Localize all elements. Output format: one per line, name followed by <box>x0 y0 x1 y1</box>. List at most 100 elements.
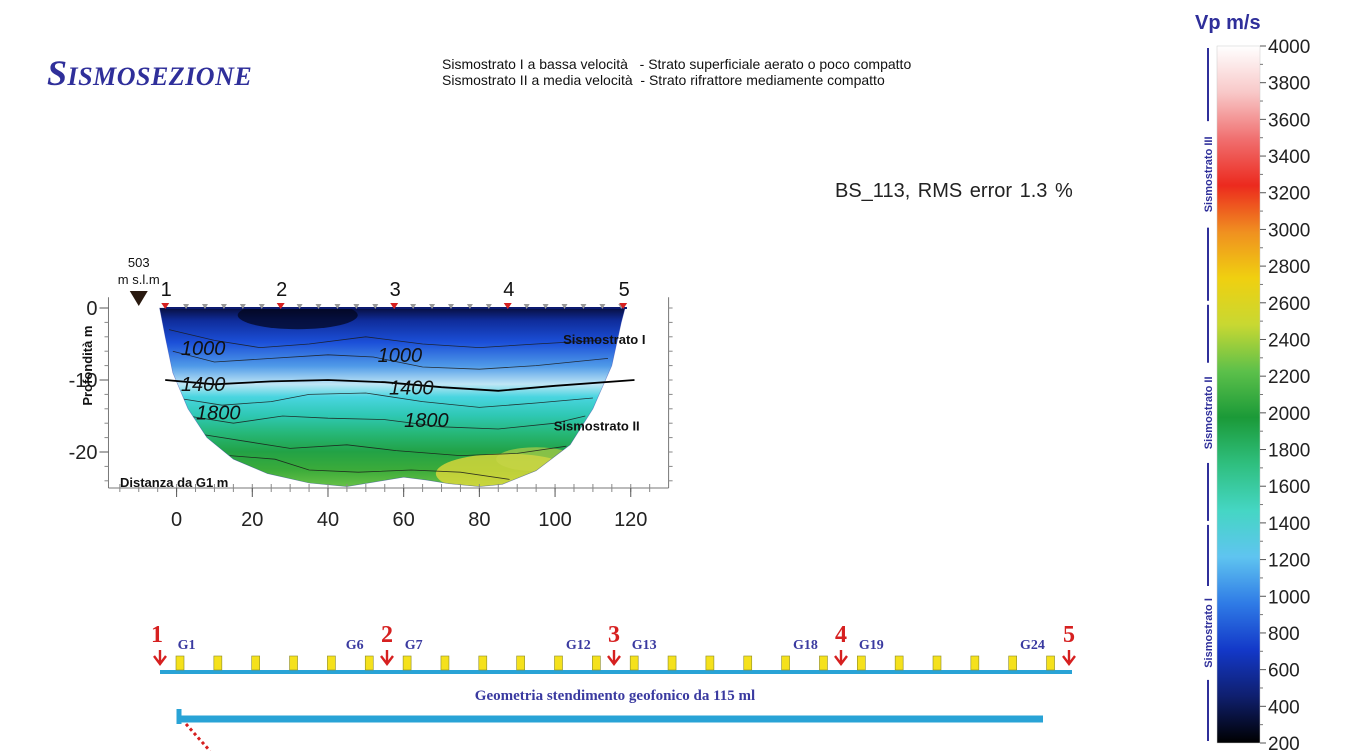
colorbar-tick-label: 3400 <box>1268 147 1310 168</box>
contour-label: 1000 <box>181 338 226 360</box>
geophone-icon <box>327 655 336 671</box>
shot-label: 1 <box>161 279 172 301</box>
geophone-icon <box>402 655 412 671</box>
velocity-section: 1000 1000 1400 1400 1800 1800 Sismostrato I Sis… <box>159 304 645 487</box>
plot-axes: 0 20 40 60 80 100 120 0 -10 -20 Profondità m Distan… <box>69 255 673 531</box>
shot-number-label: 3 <box>608 622 620 648</box>
colorbar-tick-label: 1200 <box>1268 551 1310 572</box>
elevation-unit: m s.l.m <box>118 272 160 287</box>
y-tick-label: -20 <box>69 442 98 464</box>
contour-label: 1400 <box>389 377 434 399</box>
colorbar-tick-label: 4000 <box>1268 37 1310 58</box>
contour-label: 1400 <box>181 374 226 396</box>
geophone-icon <box>781 655 790 671</box>
colorbar-tick-label: 400 <box>1268 697 1300 718</box>
contour-line-4 <box>187 415 586 430</box>
colorbar-tick-label: 2600 <box>1268 294 1310 315</box>
shot-label: 4 <box>503 279 514 301</box>
shot-number-label: 2 <box>381 622 393 648</box>
shot-arrow-icon <box>834 650 848 666</box>
geophone-marker <box>315 304 322 309</box>
geophone-marker <box>580 304 587 309</box>
geophone-label: G12 <box>566 638 591 653</box>
geophone-icon <box>516 655 525 671</box>
page-title: SISMOSEZIONE <box>47 52 252 94</box>
colorbar-tick-label: 3800 <box>1268 74 1310 95</box>
colorbar-tick-label: 1400 <box>1268 514 1310 535</box>
geophone-marker <box>561 304 568 309</box>
contour-line-6 <box>229 455 510 480</box>
geophone-icon <box>894 655 904 671</box>
contour-line-3 <box>176 392 593 408</box>
title-initial: S <box>47 53 68 93</box>
geophone-marker <box>599 304 606 309</box>
shot-number-label: 5 <box>1063 622 1075 648</box>
geophone-marker <box>296 304 303 309</box>
shot-label: 3 <box>390 279 401 301</box>
x-axis-title: Distanza da G1 m <box>120 475 228 490</box>
geophone-label: G1 <box>178 638 196 653</box>
geophone-icon <box>970 655 980 671</box>
geophone-marker <box>485 304 492 309</box>
colorbar-tick-label: 2800 <box>1268 257 1310 278</box>
geophone-label: G6 <box>346 638 364 653</box>
contour-label: 1000 <box>378 345 423 367</box>
geophone-marker <box>429 304 436 309</box>
geophone-marker <box>334 304 341 309</box>
shot-arrow-icon <box>1062 650 1076 666</box>
colorbar-tick-label: 1600 <box>1268 477 1310 498</box>
geophone-icon <box>364 655 374 671</box>
contour-line-2 <box>172 350 609 370</box>
geophone-label: G19 <box>859 638 884 653</box>
refractor-boundary-line <box>165 379 635 392</box>
geophone-icon <box>1046 655 1055 671</box>
geophone-icon <box>856 655 866 671</box>
geophone-icon <box>213 655 223 671</box>
geophone-geometry: G1 G6 G7 G12 G13 G18 G19 G24 1 2 3 4 5 Geometria sten… <box>151 622 1076 751</box>
geophone-icon <box>478 655 488 671</box>
elevation-value: 503 <box>128 255 150 270</box>
geophone-marker <box>220 304 227 309</box>
colorbar-tick-label: 600 <box>1268 661 1300 682</box>
x-tick-label: 100 <box>538 509 571 531</box>
section-outline <box>159 307 626 487</box>
geophone-icon <box>819 655 828 671</box>
layer-bracket-label: Sismostrato I <box>1203 598 1215 668</box>
geophone-icon <box>554 655 563 671</box>
geophone-marker <box>542 304 549 309</box>
shot-number-label: 4 <box>835 622 847 648</box>
pointer-dashed-line <box>184 723 212 751</box>
geophone-label: G7 <box>405 638 423 653</box>
geophone-label: G18 <box>793 638 818 653</box>
geophone-marker <box>372 304 379 309</box>
geophone-icon <box>1008 655 1018 671</box>
x-tick-label: 120 <box>614 509 647 531</box>
geophone-label: G24 <box>1020 638 1045 653</box>
geophone-icon <box>667 655 677 671</box>
colorbar-tick-label: 2400 <box>1268 330 1310 351</box>
layer-bracket-label: Sismostrato II <box>1203 376 1215 449</box>
geophone-icon <box>629 655 639 671</box>
shot-number-label: 1 <box>151 622 163 648</box>
x-tick-label: 80 <box>468 509 490 531</box>
geophone-marker <box>466 304 473 309</box>
shot-label: 2 <box>276 279 287 301</box>
shot-marker <box>161 303 170 309</box>
geophone-marker <box>239 304 246 309</box>
x-tick-label: 0 <box>171 509 182 531</box>
shot-label: 5 <box>619 279 630 301</box>
colorbar-tick-label: 2000 <box>1268 404 1310 425</box>
contour-label: 1800 <box>404 410 449 432</box>
colorbar-tick-label: 3600 <box>1268 110 1310 131</box>
shot-arrow-icon <box>153 650 167 666</box>
colorbar-tick-label: 1800 <box>1268 441 1310 462</box>
colorbar-tick-label: 800 <box>1268 624 1300 645</box>
colorbar-title: Vp m/s <box>1195 12 1261 34</box>
y-tick-label: -10 <box>69 370 98 392</box>
contour-line-5 <box>199 433 567 457</box>
geophone-marker <box>183 304 190 309</box>
x-tick-label: 40 <box>317 509 339 531</box>
y-tick-label: 0 <box>86 298 97 320</box>
colorbar-tick-label: 1000 <box>1268 587 1310 608</box>
